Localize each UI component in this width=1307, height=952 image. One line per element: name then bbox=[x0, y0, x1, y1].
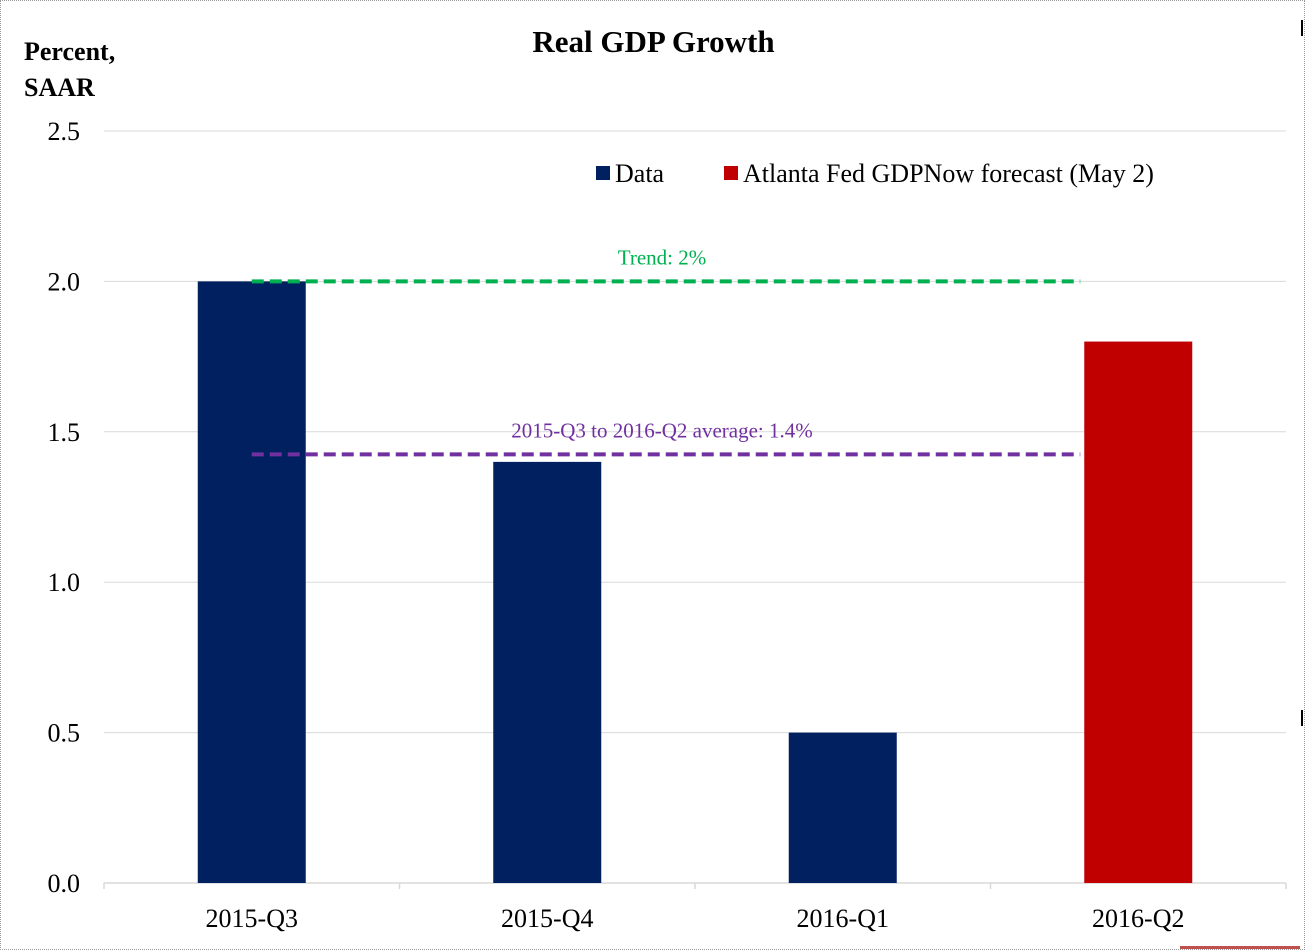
frame-bottom-accent bbox=[1180, 946, 1300, 949]
x-tick-label: 2016-Q2 bbox=[1092, 904, 1184, 933]
frame-edge-mark bbox=[1301, 710, 1303, 726]
y-axis-label-line-1: Percent, bbox=[24, 37, 116, 66]
x-tick-label: 2016-Q1 bbox=[797, 904, 889, 933]
y-tick-label: 2.0 bbox=[48, 267, 81, 296]
chart-title: Real GDP Growth bbox=[532, 24, 775, 59]
y-tick-label: 1.5 bbox=[48, 418, 81, 447]
frame-edge-mark bbox=[1301, 20, 1303, 36]
x-tick-label: 2015-Q3 bbox=[206, 904, 298, 933]
y-tick-label: 2.5 bbox=[48, 117, 81, 146]
legend-swatch bbox=[596, 166, 610, 180]
x-tick-label: 2015-Q4 bbox=[501, 904, 593, 933]
bar bbox=[1084, 341, 1193, 883]
y-tick-label: 1.0 bbox=[48, 568, 81, 597]
average-label: 2015-Q3 to 2016-Q2 average: 1.4% bbox=[511, 418, 813, 442]
y-axis-label: Percent, SAAR bbox=[24, 34, 164, 106]
bar bbox=[493, 461, 602, 883]
legend-label: Atlanta Fed GDPNow forecast (May 2) bbox=[743, 159, 1154, 188]
trend-label: Trend: 2% bbox=[618, 245, 706, 269]
legend-label: Data bbox=[615, 159, 665, 188]
legend-swatch bbox=[724, 166, 738, 180]
y-tick-label: 0.5 bbox=[48, 719, 81, 748]
bar bbox=[197, 281, 306, 883]
y-axis-label-line-2: SAAR bbox=[24, 73, 95, 102]
bar bbox=[788, 732, 897, 883]
y-tick-label: 0.0 bbox=[48, 869, 81, 898]
